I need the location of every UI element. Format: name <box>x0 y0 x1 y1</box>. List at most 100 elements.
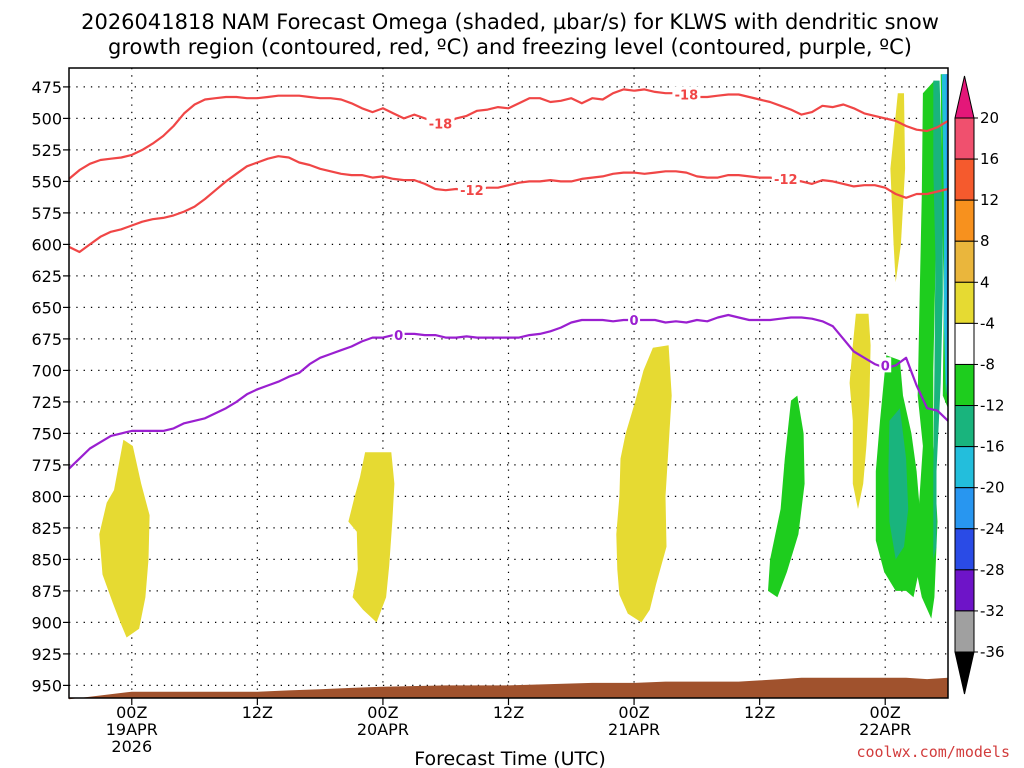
colorbar-band <box>954 117 975 160</box>
contour-label-bg <box>392 327 405 343</box>
colorbar-label: -28 <box>980 561 1005 579</box>
y-tick-label: 575 <box>31 204 62 223</box>
y-tick-label: 650 <box>31 298 62 317</box>
contour-label: -12 <box>774 173 798 188</box>
y-tick-label: 525 <box>31 141 62 160</box>
colorbar-label: 8 <box>980 232 990 250</box>
colorbar-label: -32 <box>980 602 1005 620</box>
y-tick-label: 625 <box>31 267 62 286</box>
omega-region <box>916 80 938 619</box>
y-tick-label: 600 <box>31 235 62 254</box>
x-tick-label: 12Z <box>493 703 524 722</box>
y-tick-label: 750 <box>31 424 62 443</box>
contour-label-bg <box>672 86 701 102</box>
colorbar-band <box>954 569 975 612</box>
contour-lines <box>68 88 949 470</box>
y-tick-label: 825 <box>31 519 62 538</box>
contour-label-bg <box>771 170 800 186</box>
x-tick-label: 2026 <box>111 737 152 756</box>
contour-label: -18 <box>675 88 699 103</box>
terrain-fill <box>69 677 948 700</box>
y-tick-label: 500 <box>31 109 62 128</box>
chart-title-line1: 2026041818 NAM Forecast Omega (shaded, µ… <box>81 10 939 34</box>
colorbar-band <box>954 199 975 242</box>
x-tick-label: 21APR <box>608 720 660 739</box>
colorbar-label: 4 <box>980 273 990 291</box>
y-tick-label: 800 <box>31 487 62 506</box>
y-tick-label: 850 <box>31 550 62 569</box>
colorbar-label: -36 <box>980 643 1005 661</box>
colorbar-band <box>954 528 975 571</box>
x-tick-label: 20APR <box>357 720 409 739</box>
colorbar-label: 12 <box>980 191 999 209</box>
colorbar: 20 16 12 8 4 -4 -8 -12 -16 -20 -24 -28 -32 -36 <box>954 75 1005 695</box>
terrain-polygon <box>69 677 948 700</box>
contour-line <box>68 88 949 180</box>
credit-text: coolwx.com/models <box>856 743 1010 761</box>
contour-line <box>68 155 949 254</box>
contour-label: -18 <box>429 117 453 132</box>
colorbar-label: -24 <box>980 520 1005 538</box>
x-tick-label: 00Z <box>870 703 901 722</box>
colorbar-band <box>954 405 975 448</box>
gridlines <box>69 68 948 698</box>
x-tick-label: 00Z <box>367 703 398 722</box>
contour-line <box>68 313 949 470</box>
colorbar-band <box>954 281 975 324</box>
contour-label-bg <box>879 357 892 373</box>
x-tick-label: 12Z <box>744 703 775 722</box>
y-tick-label: 875 <box>31 582 62 601</box>
y-tick-label: 775 <box>31 456 62 475</box>
contour-label: 0 <box>630 314 639 329</box>
x-tick-label: 00Z <box>116 703 147 722</box>
colorbar-band <box>954 158 975 201</box>
colorbar-label: -12 <box>980 397 1005 415</box>
colorbar-band <box>954 240 975 283</box>
omega-region <box>890 93 906 283</box>
colorbar-band <box>954 487 975 530</box>
y-tick-label: 550 <box>31 172 62 191</box>
colorbar-label: -4 <box>980 314 995 332</box>
x-tick-label: 00Z <box>618 703 649 722</box>
chart-title-line2: growth region (contoured, red, ºC) and f… <box>108 35 912 59</box>
colorbar-bottom-arrow <box>954 651 975 695</box>
colorbar-band <box>954 363 975 407</box>
omega-shading <box>99 74 948 638</box>
y-tick-label: 725 <box>31 393 62 412</box>
contour-labels: -18 -18 -12 -12 0 0 0 <box>392 86 892 374</box>
colorbar-label: -20 <box>980 479 1005 497</box>
colorbar-band <box>954 610 975 653</box>
contour-label: 0 <box>881 359 890 374</box>
colorbar-label: 16 <box>980 150 999 168</box>
omega-region <box>99 439 150 638</box>
y-tick-label: 925 <box>31 645 62 664</box>
colorbar-band <box>954 322 975 365</box>
contour-label-bg <box>457 182 486 198</box>
contour-label: -12 <box>460 184 484 199</box>
contour-label: 0 <box>394 329 403 344</box>
y-tick-label: 950 <box>31 676 62 695</box>
omega-region <box>348 452 395 623</box>
y-tick-label: 475 <box>31 78 62 97</box>
omega-region <box>933 80 943 560</box>
omega-region <box>616 345 672 623</box>
colorbar-label: -8 <box>980 355 995 373</box>
x-tick-label: 19APR <box>106 720 158 739</box>
omega-region <box>768 395 805 598</box>
x-tick-label: 12Z <box>242 703 273 722</box>
colorbar-band <box>954 446 975 489</box>
omega-region <box>888 408 909 560</box>
x-axis-label: Forecast Time (UTC) <box>414 748 605 768</box>
y-tick-label: 900 <box>31 613 62 632</box>
y-axis: 475 500 525 550 575 600 625 650 675 700 725 750 775 8… <box>31 78 69 695</box>
contour-label-bg <box>426 115 455 131</box>
y-tick-label: 675 <box>31 330 62 349</box>
colorbar-label: 20 <box>980 109 999 127</box>
x-tick-label: 22APR <box>859 720 911 739</box>
omega-region <box>849 313 871 509</box>
colorbar-top-arrow <box>954 75 975 119</box>
y-tick-label: 700 <box>31 361 62 380</box>
contour-label-bg <box>628 312 641 327</box>
